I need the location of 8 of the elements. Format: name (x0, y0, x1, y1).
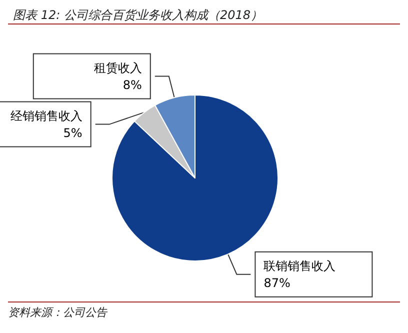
data-label: 8% (122, 78, 142, 92)
slice-label: 联销销售收入 (264, 258, 336, 273)
chart-title: 图表 12: 公司综合百货业务收入构成（2018） (13, 8, 262, 22)
slice-label: 经销销售收入 (10, 108, 82, 123)
slice-label: 租赁收入 (94, 60, 142, 75)
data-label: 87% (264, 276, 290, 290)
text: 资料来源：公司公告 (8, 306, 108, 319)
data-label: 5% (63, 126, 82, 140)
